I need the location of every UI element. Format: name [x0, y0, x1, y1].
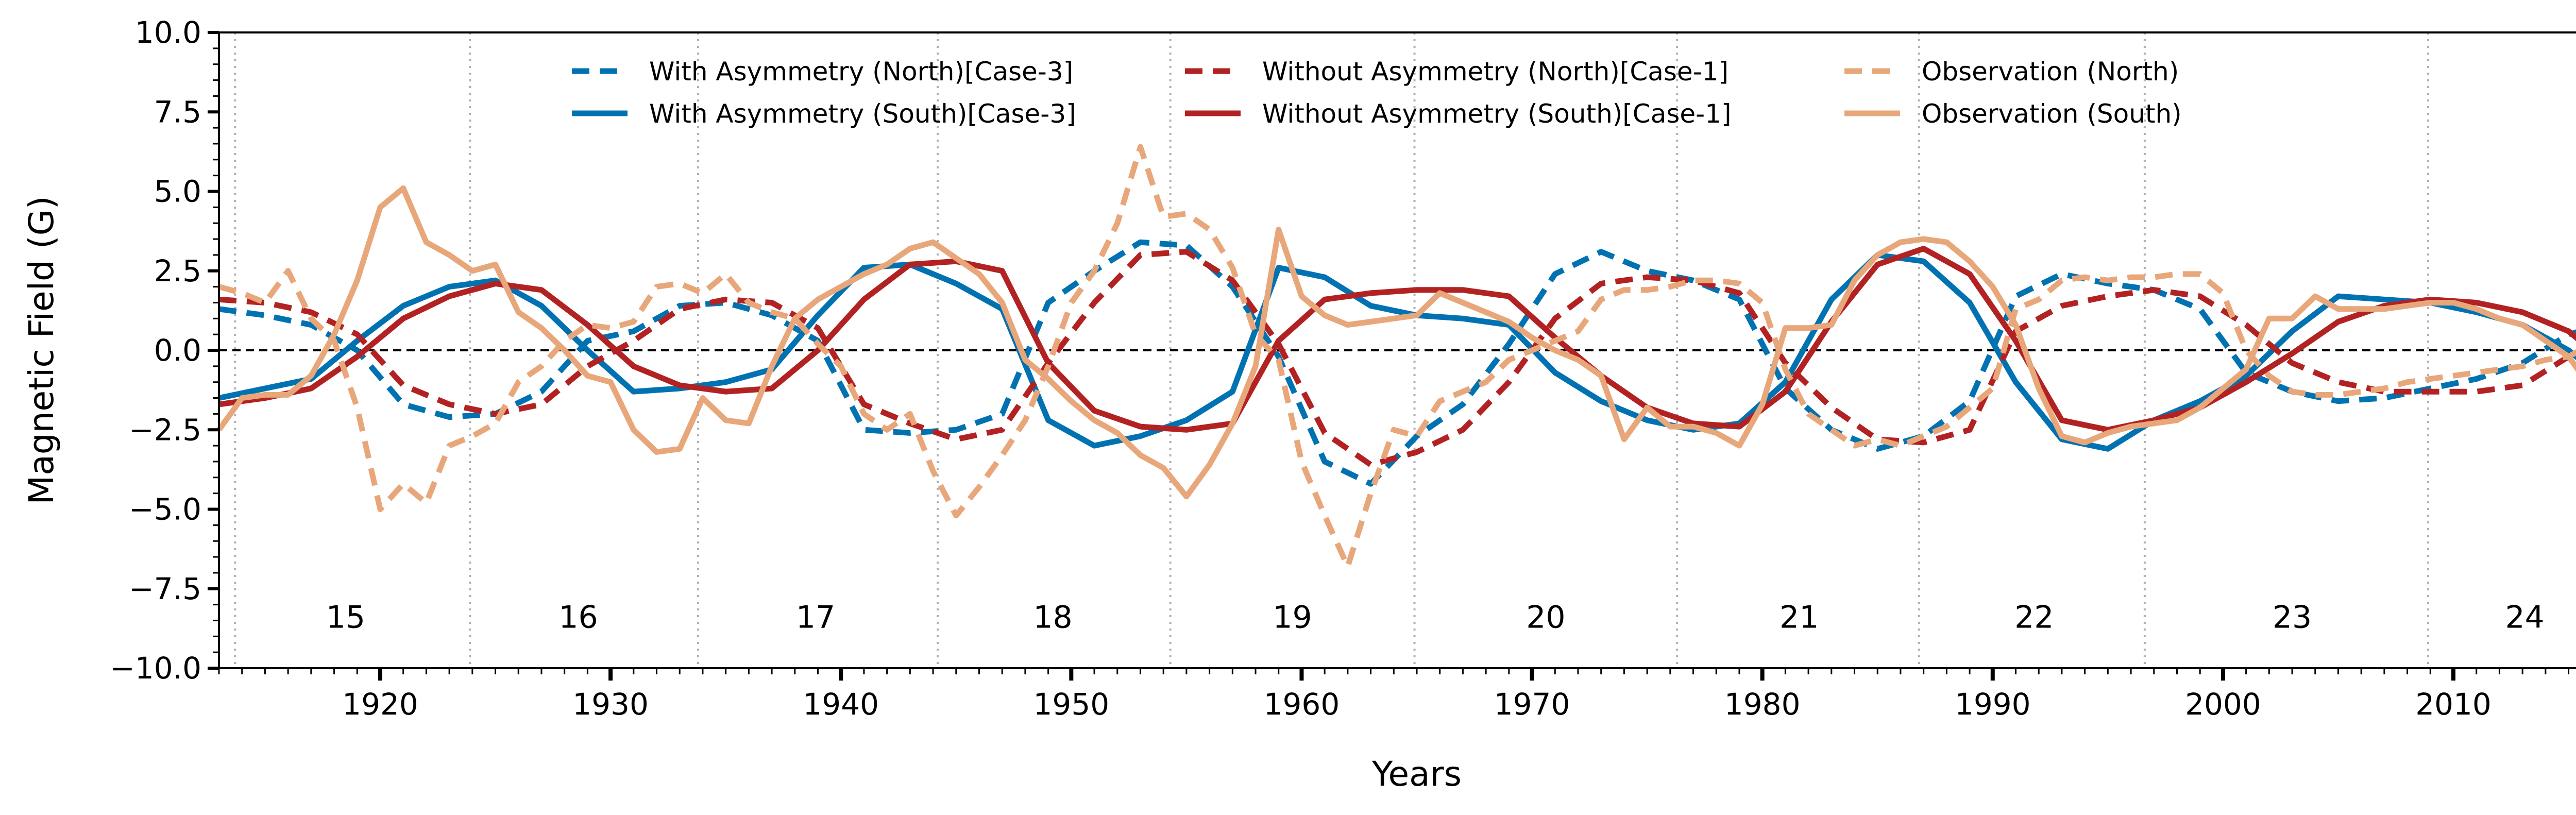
x-axis-ticks: 1920 1930 1940 1950 1960 1970 1980 1990 2000 2010 [218, 668, 2570, 722]
series-lines [216, 144, 2576, 570]
cycle-boundary-lines [234, 32, 2429, 668]
y-tick-label-5: 2.5 [154, 253, 201, 288]
legend-label-5: Observation (South) [1922, 99, 2182, 129]
x-tick-label-8: 2000 [2185, 687, 2261, 722]
cycle-label-7: 22 [2014, 599, 2054, 635]
cycle-label-1: 16 [558, 599, 598, 635]
cycle-label-8: 23 [2273, 599, 2312, 635]
x-axis-label: Years [1371, 754, 1462, 794]
cycle-label-6: 21 [1780, 599, 1819, 635]
x-tick-label-5: 1970 [1494, 687, 1570, 722]
cycle-number-labels: 15 16 17 18 19 20 21 22 23 24 [326, 599, 2545, 635]
y-tick-label-8: 10.0 [135, 15, 201, 50]
series-line-4 [218, 144, 2576, 570]
series-line-0 [218, 239, 2576, 487]
x-tick-label-3: 1950 [1033, 687, 1110, 722]
legend-label-4: Observation (North) [1922, 57, 2179, 87]
y-tick-label-1: −7.5 [129, 571, 201, 606]
x-tick-label-0: 1920 [342, 687, 418, 722]
series-line-5 [216, 185, 2576, 500]
x-tick-label-2: 1940 [803, 687, 879, 722]
series-line-1 [218, 252, 2576, 452]
y-tick-label-4: 0.0 [154, 333, 201, 368]
x-tick-label-1: 1930 [572, 687, 649, 722]
legend-label-2: Without Asymmetry (North)[Case-1] [1262, 57, 1728, 87]
cycle-label-3: 18 [1033, 599, 1072, 635]
series-line-3 [218, 246, 2576, 433]
x-tick-label-6: 1980 [1724, 687, 1801, 722]
y-axis-ticks: −10.0 −7.5 −5.0 −2.5 0.0 2.5 5.0 7.5 10.0 [110, 15, 219, 686]
y-tick-label-7: 7.5 [154, 94, 201, 129]
y-axis-label: Magnetic Field (G) [22, 196, 61, 504]
y-tick-label-6: 5.0 [154, 174, 201, 209]
cycle-label-9: 24 [2505, 599, 2544, 635]
legend: With Asymmetry (North)[Case-3] With Asymm… [572, 57, 2182, 129]
x-tick-label-9: 2010 [2415, 687, 2492, 722]
x-tick-label-7: 1990 [1955, 687, 2031, 722]
cycle-label-2: 17 [796, 599, 835, 635]
legend-label-1: With Asymmetry (South)[Case-3] [649, 99, 1076, 129]
legend-label-3: Without Asymmetry (South)[Case-1] [1262, 99, 1732, 129]
cycle-label-5: 20 [1526, 599, 1565, 635]
y-tick-label-0: −10.0 [110, 651, 201, 686]
cycle-label-0: 15 [326, 599, 365, 635]
legend-label-0: With Asymmetry (North)[Case-3] [649, 57, 1073, 87]
x-tick-label-4: 1960 [1264, 687, 1340, 722]
y-tick-label-2: −5.0 [129, 492, 201, 527]
y-tick-label-3: −2.5 [129, 412, 201, 447]
cycle-label-4: 19 [1273, 599, 1312, 635]
